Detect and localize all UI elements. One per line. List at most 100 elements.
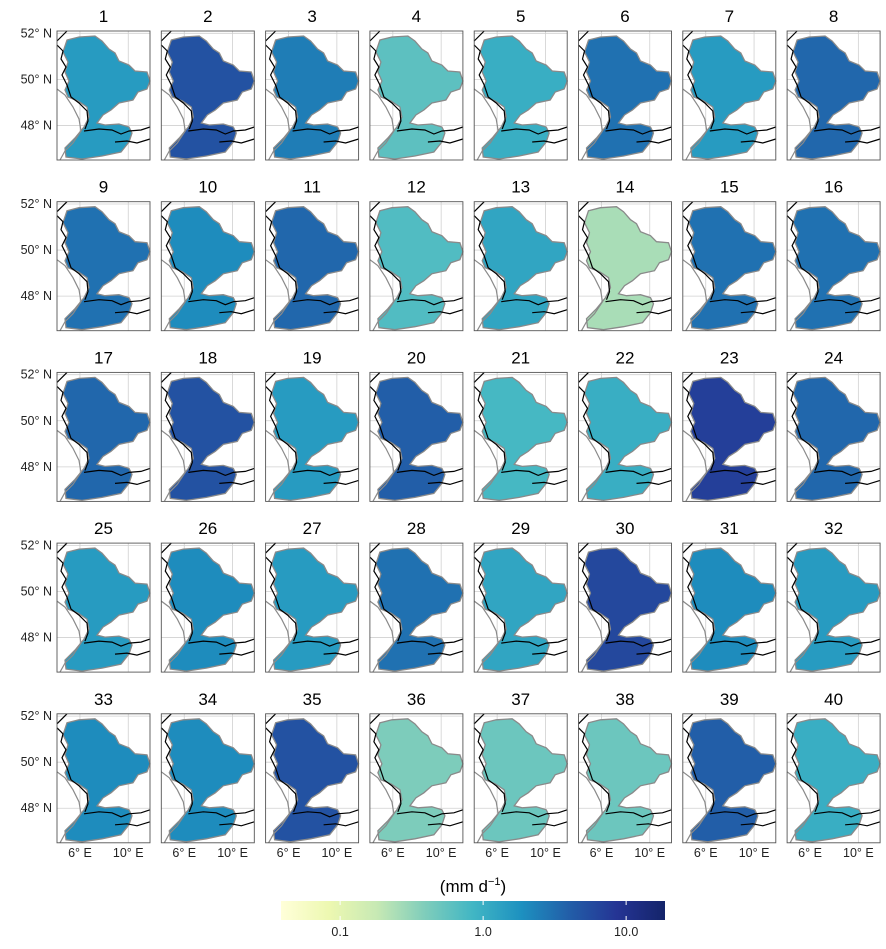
panel: 40 6° E 10° E	[787, 690, 880, 860]
panel-title: 38	[616, 690, 635, 709]
panel-frame	[473, 30, 568, 161]
panel-title: 28	[407, 519, 426, 538]
panel-title: 36	[407, 690, 426, 709]
panel: 12	[370, 178, 463, 331]
panel: 9 52° N 50° N 48° N	[21, 178, 150, 331]
panel: 28	[370, 519, 463, 672]
x-tick-label: 10° E	[113, 846, 144, 860]
panel-frame	[265, 30, 360, 161]
panel-frame	[578, 30, 672, 161]
panel-frame	[473, 201, 568, 332]
panel-frame	[369, 201, 464, 332]
panel-title: 37	[511, 690, 530, 709]
panel-frame	[56, 713, 151, 844]
panel: 37 6° E 10° E	[474, 690, 567, 860]
panel: 38 6° E 10° E	[579, 690, 672, 860]
panel-title: 11	[303, 178, 321, 197]
colorbar-title-close: )	[501, 877, 507, 896]
panel: 26	[161, 519, 254, 672]
panel: 35 6° E 10° E	[266, 690, 359, 860]
panel: 27	[266, 519, 359, 672]
panel-frame	[578, 542, 672, 673]
x-tick-label: 6° E	[381, 846, 405, 860]
panel-frame	[369, 371, 464, 502]
panel-title: 29	[511, 519, 530, 538]
panel: 8	[787, 7, 880, 160]
panel: 3	[266, 7, 359, 160]
x-tick-label: 10° E	[322, 846, 353, 860]
panel: 4	[370, 7, 463, 160]
panel-frame	[578, 201, 672, 332]
panel: 7	[683, 7, 776, 160]
x-tick-label: 10° E	[217, 846, 248, 860]
panel-title: 40	[824, 690, 843, 709]
x-tick-label: 6° E	[277, 846, 301, 860]
panel: 16	[787, 178, 880, 331]
colorbar-tick-label: 10.0	[614, 925, 638, 939]
panel: 32	[787, 519, 880, 672]
panel-frame	[160, 542, 255, 673]
y-tick-label: 52° N	[21, 368, 52, 382]
panel-title: 17	[94, 348, 113, 367]
panel: 39 6° E 10° E	[683, 690, 776, 860]
panel-frame	[786, 371, 881, 502]
panel-frame	[265, 542, 360, 673]
x-tick-label: 6° E	[590, 846, 614, 860]
panel-frame	[786, 713, 881, 844]
colorbar	[281, 901, 665, 920]
panel-frame	[56, 30, 151, 161]
x-tick-label: 10° E	[739, 846, 770, 860]
panel-frame	[56, 542, 151, 673]
panel-frame	[56, 201, 151, 332]
panel-frame	[160, 30, 255, 161]
panel-frame	[369, 30, 464, 161]
y-tick-label: 50° N	[21, 414, 52, 428]
panel: 19	[266, 348, 359, 501]
panel: 25 52° N 50° N 48° N	[21, 519, 150, 672]
panel-frame	[265, 713, 360, 844]
x-tick-label: 6° E	[485, 846, 509, 860]
panel-title: 23	[720, 348, 739, 367]
x-tick-label: 10° E	[843, 846, 874, 860]
panel-frame	[369, 713, 464, 844]
colorbar-tick-label: 1.0	[474, 925, 491, 939]
panel-title: 31	[720, 519, 739, 538]
panel: 14	[579, 178, 672, 331]
y-tick-label: 50° N	[21, 755, 52, 769]
panel-title: 21	[511, 348, 530, 367]
panel-title: 20	[407, 348, 426, 367]
panel-frame	[682, 542, 777, 673]
panel-title: 14	[616, 178, 635, 197]
panel: 24	[787, 348, 880, 501]
y-tick-label: 48° N	[21, 118, 52, 132]
panel-title: 34	[198, 690, 217, 709]
panel-title: 1	[99, 7, 108, 26]
panel-frame	[786, 201, 881, 332]
y-tick-label: 52° N	[21, 709, 52, 723]
panel-frame	[578, 371, 672, 502]
panel: 22	[579, 348, 672, 501]
x-tick-label: 10° E	[634, 846, 665, 860]
panel-title: 32	[824, 519, 843, 538]
panel-frame	[265, 201, 360, 332]
y-tick-label: 50° N	[21, 243, 52, 257]
colorbar-title: (mm d−1)	[440, 876, 506, 896]
y-tick-label: 50° N	[21, 584, 52, 598]
x-tick-label: 10° E	[530, 846, 561, 860]
panel-frame	[56, 371, 151, 502]
panel: 29	[474, 519, 567, 672]
panel-title: 19	[303, 348, 322, 367]
panel-title: 26	[198, 519, 217, 538]
y-tick-label: 48° N	[21, 801, 52, 815]
panel: 21	[474, 348, 567, 501]
panel-frame	[682, 30, 777, 161]
panel: 23	[683, 348, 776, 501]
panel-title: 39	[720, 690, 739, 709]
panel-frame	[160, 713, 255, 844]
panel-title: 6	[620, 7, 629, 26]
panel-frame	[682, 713, 777, 844]
y-tick-label: 52° N	[21, 197, 52, 211]
panel-frame	[160, 371, 255, 502]
panel-frame	[160, 201, 255, 332]
